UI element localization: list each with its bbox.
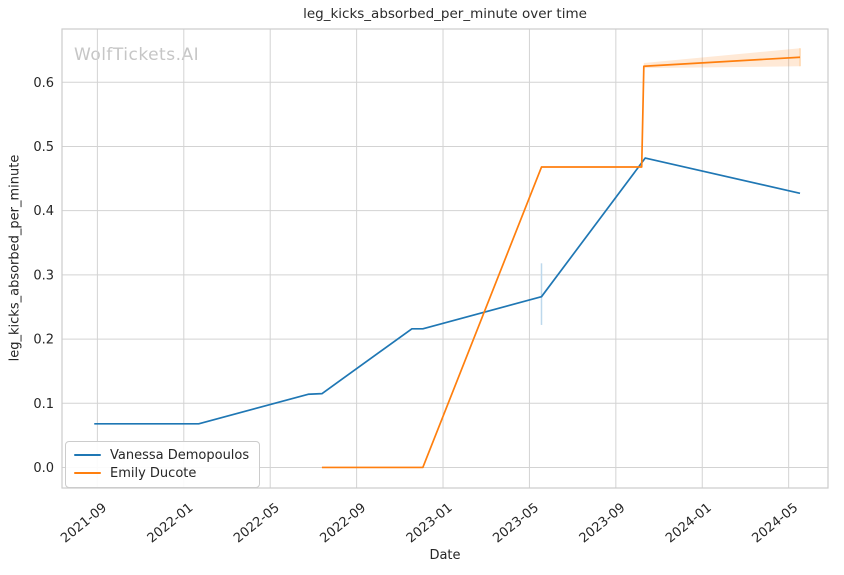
legend-label: Vanessa Demopoulos <box>110 447 250 463</box>
y-tick-label: 0.6 <box>33 76 54 91</box>
y-axis-label: leg_kicks_absorbed_per_minute <box>7 154 23 362</box>
y-tick-label: 0.5 <box>33 140 54 155</box>
legend: Vanessa Demopoulos Emily Ducote <box>65 441 261 488</box>
legend-item-emily-ducote: Emily Ducote <box>74 464 249 482</box>
x-tick-label: 2023-05 <box>490 500 542 546</box>
y-tick-label: 0.2 <box>33 333 54 348</box>
x-tick-label: 2022-09 <box>317 500 369 546</box>
legend-label: Emily Ducote <box>110 465 197 481</box>
series-line-vanessa-demopoulos <box>94 157 801 425</box>
chart-title: leg_kicks_absorbed_per_minute over time <box>303 6 587 22</box>
legend-line-swatch-orange <box>74 471 101 475</box>
plot-border <box>61 28 829 489</box>
x-tick-label: 2023-09 <box>577 500 629 546</box>
x-tick-label: 2022-05 <box>231 500 283 546</box>
x-axis-label: Date <box>429 548 461 563</box>
series-line-emily-ducote <box>321 56 801 469</box>
y-tick-label: 0.1 <box>33 397 54 412</box>
watermark: WolfTickets.AI <box>74 45 200 65</box>
x-tick-label: 2024-01 <box>663 500 715 546</box>
legend-item-vanessa-demopoulos: Vanessa Demopoulos <box>74 446 249 464</box>
legend-line-swatch-blue <box>74 453 101 457</box>
x-tick-label: 2023-01 <box>404 500 456 546</box>
x-tick-label: 2022-01 <box>145 500 197 546</box>
y-tick-label: 0.4 <box>33 204 54 219</box>
y-tick-label: 0.3 <box>33 268 54 283</box>
x-tick-label: 2024-05 <box>750 500 802 546</box>
x-tick-label: 2021-09 <box>58 500 110 546</box>
y-tick-label: 0.0 <box>33 461 54 476</box>
